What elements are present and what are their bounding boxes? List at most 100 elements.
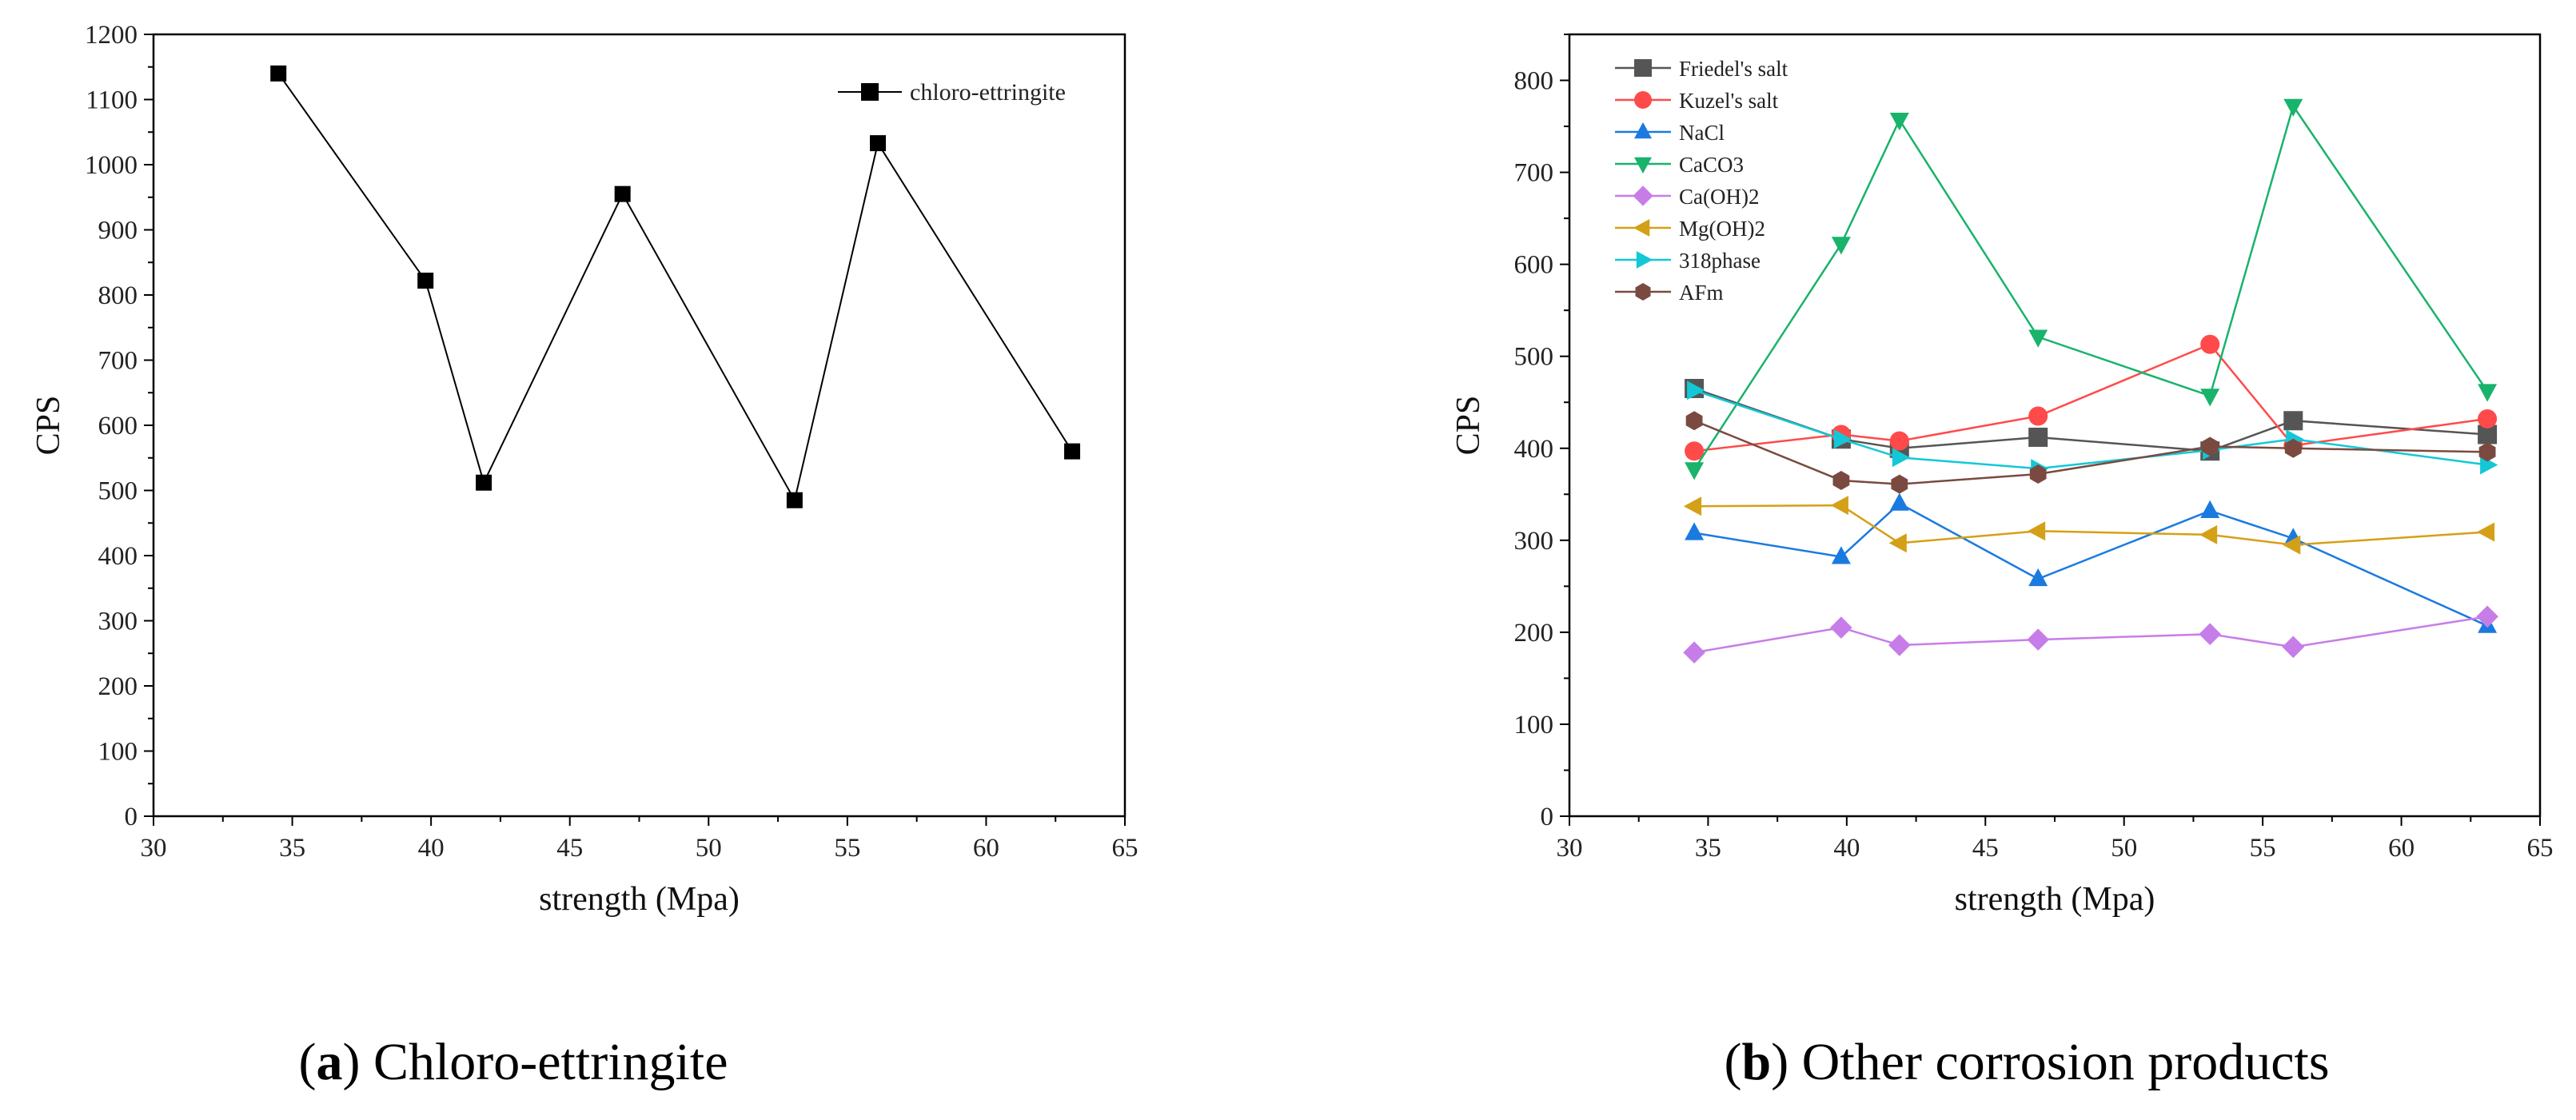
- data-point: [2028, 329, 2048, 348]
- legend-label: Mg(OH)2: [1679, 217, 1765, 241]
- legend-marker: [1634, 91, 1652, 109]
- caption-b: (b) Other corrosion products: [1724, 1033, 2329, 1091]
- data-point: [1683, 496, 1702, 516]
- legend-marker: [1633, 185, 1653, 206]
- x-tick-label: 35: [1695, 834, 1721, 863]
- series-3: [1685, 98, 2498, 480]
- y-tick-label: 600: [98, 412, 138, 440]
- data-point: [1889, 431, 1909, 451]
- legend-marker: [1634, 157, 1652, 174]
- legend-label: Friedel's salt: [1679, 57, 1788, 81]
- data-point: [1889, 492, 1909, 511]
- legend: chloro-ettringite: [838, 79, 1066, 106]
- y-tick-label: 1000: [85, 151, 138, 180]
- y-tick-label: 800: [98, 281, 138, 310]
- x-tick-label: 65: [2527, 834, 2554, 863]
- y-tick-label: 900: [98, 217, 138, 245]
- data-point: [2029, 464, 2047, 484]
- data-point: [2283, 411, 2303, 431]
- series-line: [1693, 343, 2488, 452]
- series-6: [1687, 381, 2498, 479]
- series-7: [1685, 411, 2496, 494]
- data-point: [1833, 429, 1852, 449]
- y-tick-label: 800: [1514, 67, 1554, 96]
- legend-marker: [1635, 283, 1651, 301]
- series-5: [1683, 496, 2495, 555]
- y-tick-label: 400: [98, 542, 138, 571]
- x-axis-title: strength (Mpa): [1955, 881, 2155, 918]
- data-point: [2478, 409, 2498, 428]
- data-point: [1685, 522, 1705, 540]
- data-point: [2284, 438, 2302, 458]
- y-tick-label: 500: [98, 477, 138, 506]
- data-point: [2201, 436, 2219, 456]
- legend-marker: [1634, 59, 1652, 77]
- x-tick-label: 50: [696, 834, 722, 863]
- x-tick-label: 30: [1557, 834, 1583, 863]
- data-point: [2028, 427, 2048, 447]
- y-tick-label: 300: [1514, 527, 1554, 556]
- data-point: [1687, 381, 1705, 401]
- y-tick-label: 200: [1514, 619, 1554, 648]
- data-point: [2200, 500, 2220, 518]
- series-4: [1683, 605, 2498, 664]
- data-point: [1830, 496, 1848, 516]
- data-point: [1831, 546, 1851, 564]
- y-tick-label: 0: [125, 803, 138, 831]
- y-tick-label: 500: [1514, 343, 1554, 372]
- data-point: [2478, 442, 2496, 462]
- chart-b: 0 100 200 300 400 500 600 700 800 30 35 40 45 50 55 60 6…: [1450, 33, 2554, 918]
- data-point: [1685, 411, 1703, 431]
- data-point: [2199, 623, 2221, 645]
- chart-a: 0 100 200 300 400 500 600 700 800 900 1000 1100 1200…: [30, 21, 1138, 918]
- data-point: [2200, 334, 2220, 354]
- data-point: [476, 474, 492, 491]
- plot-frame: [1568, 33, 2542, 818]
- legend-label: 318phase: [1679, 249, 1761, 273]
- y-tick-label: 100: [98, 738, 138, 767]
- data-point: [614, 185, 631, 202]
- x-tick-label: 60: [2388, 834, 2415, 863]
- data-point: [1685, 462, 1705, 480]
- series-line: [1693, 387, 2488, 452]
- data-point: [2283, 98, 2303, 117]
- x-tick-label: 60: [973, 834, 999, 863]
- data-point: [1892, 448, 1910, 468]
- x-tick-label: 55: [2250, 834, 2276, 863]
- legend-marker: [861, 83, 879, 101]
- legend-marker: [1634, 122, 1652, 139]
- y-tick-label: 600: [1514, 251, 1554, 280]
- data-point: [1683, 641, 1705, 664]
- y-tick-label: 100: [1514, 711, 1554, 739]
- series-line: [1693, 502, 2488, 627]
- data-point: [786, 492, 803, 508]
- series-line: [1693, 103, 2489, 470]
- y-tick-label: 700: [98, 347, 138, 376]
- plot-frame: [152, 33, 1127, 818]
- data-point: [1889, 113, 1909, 131]
- data-point: [2028, 521, 2046, 541]
- y-tick-label: 300: [98, 608, 138, 636]
- data-point: [417, 273, 434, 289]
- series-line: [277, 73, 1073, 503]
- data-point: [2478, 384, 2498, 402]
- legend-marker: [1633, 219, 1650, 237]
- legend-label: chloro-ettringite: [910, 79, 1066, 106]
- x-tick-label: 65: [1112, 834, 1138, 863]
- y-tick-label: 1200: [85, 21, 138, 50]
- y-tick-label: 400: [1514, 435, 1554, 464]
- data-point: [2028, 568, 2048, 587]
- data-point: [1831, 237, 1851, 255]
- series-0: [1685, 378, 2498, 461]
- data-point: [1832, 471, 1850, 490]
- data-point: [2027, 628, 2049, 651]
- data-point: [2028, 406, 2048, 426]
- x-tick-label: 45: [556, 834, 583, 863]
- data-point: [1888, 634, 1911, 656]
- y-tick-label: 700: [1514, 159, 1554, 188]
- series-0: [270, 65, 1081, 508]
- y-tick-label: 1100: [86, 86, 138, 115]
- y-axis-title: CPS: [30, 396, 67, 456]
- series-line: [1693, 389, 2488, 470]
